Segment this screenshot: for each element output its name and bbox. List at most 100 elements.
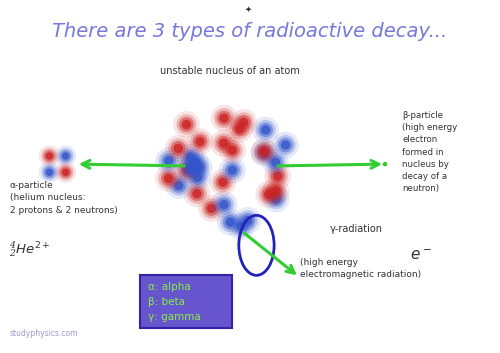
Ellipse shape <box>172 178 186 193</box>
Ellipse shape <box>184 162 198 177</box>
Ellipse shape <box>262 177 289 204</box>
Ellipse shape <box>58 148 74 164</box>
Ellipse shape <box>204 201 219 216</box>
Ellipse shape <box>256 181 282 208</box>
Ellipse shape <box>222 140 242 160</box>
Ellipse shape <box>158 168 178 189</box>
Ellipse shape <box>62 169 70 176</box>
Ellipse shape <box>231 217 251 237</box>
Ellipse shape <box>210 130 237 157</box>
Ellipse shape <box>171 141 186 156</box>
Ellipse shape <box>186 165 196 174</box>
Ellipse shape <box>184 180 210 207</box>
Ellipse shape <box>220 113 228 123</box>
Ellipse shape <box>193 173 202 182</box>
Ellipse shape <box>202 198 222 219</box>
Ellipse shape <box>186 128 214 155</box>
Ellipse shape <box>192 134 208 149</box>
Ellipse shape <box>216 209 244 235</box>
Ellipse shape <box>168 138 188 158</box>
Ellipse shape <box>228 166 237 175</box>
Ellipse shape <box>188 167 208 187</box>
Ellipse shape <box>257 144 272 159</box>
Ellipse shape <box>190 132 210 152</box>
Ellipse shape <box>169 175 189 196</box>
Ellipse shape <box>183 150 198 164</box>
Ellipse shape <box>252 116 279 143</box>
Ellipse shape <box>189 157 209 178</box>
Text: γ: gamma: γ: gamma <box>148 312 201 322</box>
Ellipse shape <box>164 174 173 183</box>
Ellipse shape <box>178 156 204 183</box>
Ellipse shape <box>243 216 252 225</box>
Ellipse shape <box>192 160 206 175</box>
Ellipse shape <box>46 169 53 176</box>
Ellipse shape <box>254 143 274 163</box>
Ellipse shape <box>44 150 55 162</box>
Ellipse shape <box>260 148 268 157</box>
Ellipse shape <box>228 213 254 240</box>
Ellipse shape <box>173 111 200 138</box>
Ellipse shape <box>239 118 248 127</box>
Ellipse shape <box>190 186 204 201</box>
Ellipse shape <box>264 190 274 199</box>
Ellipse shape <box>176 114 197 134</box>
Text: unstable nucleus of an atom: unstable nucleus of an atom <box>160 66 300 76</box>
Ellipse shape <box>214 133 234 153</box>
Ellipse shape <box>186 152 195 162</box>
Ellipse shape <box>44 167 55 178</box>
Ellipse shape <box>182 165 192 174</box>
Ellipse shape <box>177 160 197 180</box>
Ellipse shape <box>230 109 257 136</box>
Ellipse shape <box>218 178 228 187</box>
Ellipse shape <box>210 191 238 218</box>
Ellipse shape <box>196 137 204 146</box>
Ellipse shape <box>236 115 251 130</box>
Ellipse shape <box>226 116 253 143</box>
Ellipse shape <box>263 186 289 213</box>
Ellipse shape <box>216 136 231 150</box>
Ellipse shape <box>223 215 238 229</box>
Ellipse shape <box>234 125 244 134</box>
Ellipse shape <box>180 162 194 177</box>
Ellipse shape <box>281 140 290 150</box>
Text: α: alpha: α: alpha <box>148 282 191 292</box>
Ellipse shape <box>161 171 176 186</box>
Ellipse shape <box>258 122 273 137</box>
Ellipse shape <box>278 138 293 152</box>
Ellipse shape <box>230 119 250 139</box>
Ellipse shape <box>268 155 283 170</box>
Text: (high energy
electromagnetic radiation): (high energy electromagnetic radiation) <box>300 258 421 279</box>
Ellipse shape <box>234 219 248 234</box>
Text: studyphysics.com: studyphysics.com <box>10 329 78 338</box>
Ellipse shape <box>273 172 282 181</box>
Ellipse shape <box>272 186 281 195</box>
Ellipse shape <box>228 145 237 155</box>
Ellipse shape <box>164 156 173 165</box>
Ellipse shape <box>222 160 242 180</box>
Ellipse shape <box>210 105 238 132</box>
Ellipse shape <box>220 200 229 209</box>
Ellipse shape <box>276 135 295 155</box>
Ellipse shape <box>238 210 258 231</box>
Text: α-particle
(helium nucleus:
2 protons & 2 neutrons): α-particle (helium nucleus: 2 protons & … <box>10 181 118 215</box>
Ellipse shape <box>382 162 388 166</box>
Ellipse shape <box>165 135 192 162</box>
Ellipse shape <box>272 132 299 158</box>
Ellipse shape <box>268 166 288 186</box>
Ellipse shape <box>179 117 194 132</box>
Ellipse shape <box>266 181 286 201</box>
Ellipse shape <box>226 217 235 227</box>
Ellipse shape <box>162 153 176 168</box>
Ellipse shape <box>190 170 205 185</box>
Ellipse shape <box>234 207 262 234</box>
Ellipse shape <box>216 175 230 190</box>
Ellipse shape <box>268 183 283 198</box>
Ellipse shape <box>186 152 206 172</box>
Ellipse shape <box>236 222 246 232</box>
Ellipse shape <box>158 151 179 171</box>
Ellipse shape <box>256 120 276 140</box>
Ellipse shape <box>260 147 269 156</box>
Ellipse shape <box>219 157 246 184</box>
Ellipse shape <box>184 164 211 191</box>
